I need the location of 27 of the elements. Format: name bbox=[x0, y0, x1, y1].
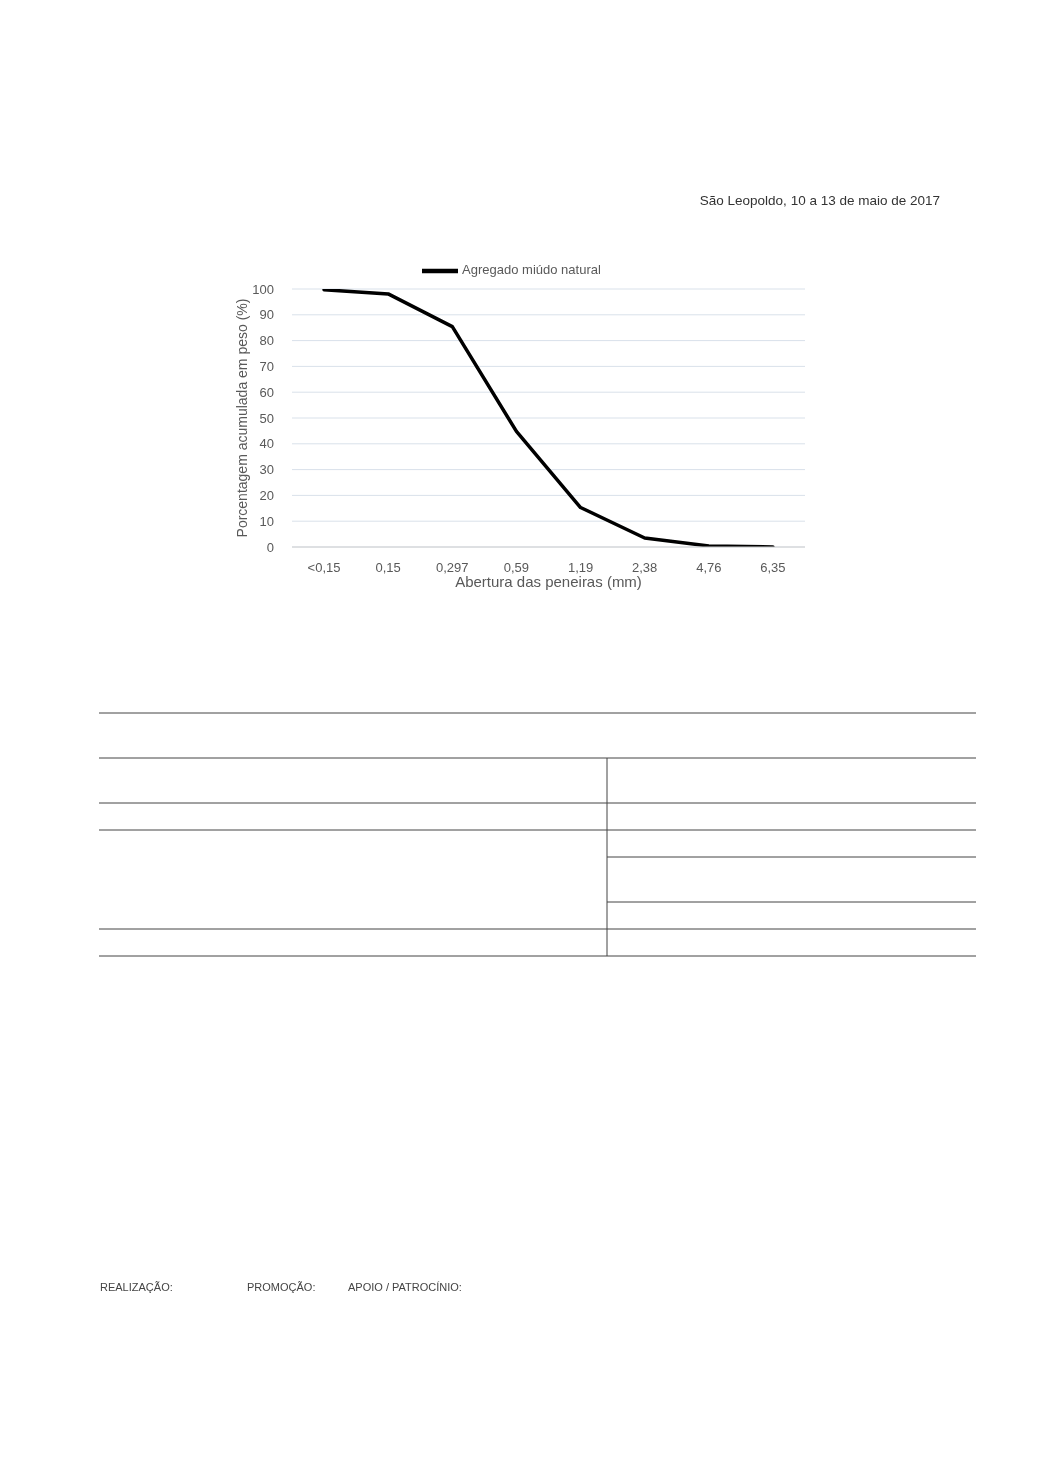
y-tick-label: 0 bbox=[266, 539, 274, 555]
x-tick-label: <0,15 bbox=[307, 560, 341, 576]
y-tick-label: 30 bbox=[259, 462, 274, 478]
x-tick-label: 1,19 bbox=[567, 560, 594, 576]
y-tick-label: 20 bbox=[259, 488, 274, 504]
y-axis-title: Porcentagem acumulada em peso (%) bbox=[233, 298, 250, 538]
text: São Leopoldo, 10 a 13 de maio de 2017 bbox=[699, 193, 940, 208]
y-tick-label: 60 bbox=[259, 384, 274, 400]
y-tick-label: 90 bbox=[259, 307, 274, 323]
legend-label: Agregado miúdo natural bbox=[462, 262, 601, 278]
y-tick-label: 40 bbox=[259, 436, 274, 452]
text: REALIZAÇÃO: bbox=[100, 1281, 173, 1293]
y-tick-label: 80 bbox=[259, 333, 274, 349]
text: APOIO / PATROCÍNIO: bbox=[348, 1281, 462, 1293]
x-axis-title: Abertura das peneiras (mm) bbox=[455, 573, 642, 590]
x-tick-label: 4,76 bbox=[696, 560, 722, 576]
x-tick-label: 0,59 bbox=[503, 560, 530, 576]
text: PROMOÇÃO: bbox=[247, 1281, 316, 1293]
y-tick-label: 10 bbox=[259, 513, 274, 529]
y-tick-label: 70 bbox=[259, 359, 274, 375]
x-tick-label: 0,297 bbox=[436, 560, 469, 576]
x-tick-label: 2,38 bbox=[632, 560, 658, 576]
y-tick-label: 100 bbox=[252, 281, 274, 297]
y-tick-label: 50 bbox=[259, 410, 274, 426]
x-tick-label: 6,35 bbox=[760, 560, 786, 576]
line-series bbox=[322, 289, 775, 547]
x-tick-label: 0,15 bbox=[375, 560, 401, 576]
